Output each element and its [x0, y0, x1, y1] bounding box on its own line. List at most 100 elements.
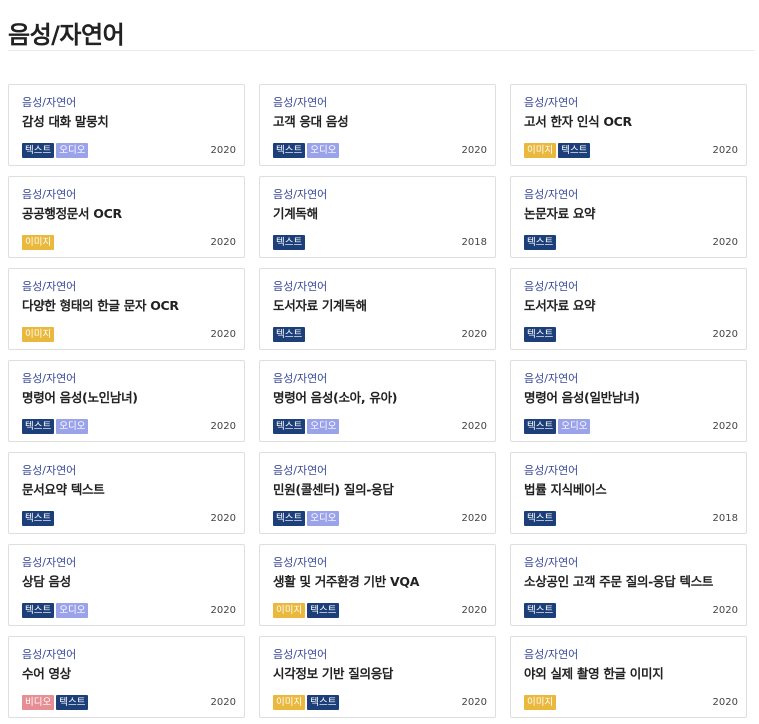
data-type-badge: 오디오 [56, 603, 89, 618]
card-tags: 이미지 텍스트 [273, 603, 340, 618]
card-year: 2020 [461, 329, 487, 340]
dataset-card[interactable]: 음성/자연어 논문자료 요약 텍스트 2020 [510, 176, 747, 258]
dataset-card[interactable]: 음성/자연어 야외 실제 촬영 한글 이미지 이미지 2020 [510, 636, 747, 718]
card-title: 기계독해 [273, 206, 318, 221]
card-tags: 이미지 [524, 695, 557, 710]
data-type-badge: 이미지 [524, 143, 557, 158]
data-type-badge: 텍스트 [524, 327, 557, 342]
card-year: 2020 [712, 329, 738, 340]
dataset-card[interactable]: 음성/자연어 법률 지식베이스 텍스트 2018 [510, 452, 747, 534]
card-category: 음성/자연어 [524, 188, 579, 201]
card-category: 음성/자연어 [273, 556, 328, 569]
dataset-card[interactable]: 음성/자연어 명령어 음성(노인남녀) 텍스트 오디오 2020 [8, 360, 245, 442]
data-type-badge: 텍스트 [524, 235, 557, 250]
card-tags: 텍스트 오디오 [273, 511, 340, 526]
card-title: 고객 응대 음성 [273, 114, 349, 129]
dataset-card[interactable]: 음성/자연어 시각정보 기반 질의응답 이미지 텍스트 2020 [259, 636, 496, 718]
dataset-card[interactable]: 음성/자연어 생활 및 거주환경 기반 VQA 이미지 텍스트 2020 [259, 544, 496, 626]
card-category: 음성/자연어 [22, 648, 77, 661]
dataset-card[interactable]: 음성/자연어 도서자료 기계독해 텍스트 2020 [259, 268, 496, 350]
card-year: 2020 [210, 237, 236, 248]
dataset-card[interactable]: 음성/자연어 민원(콜센터) 질의-응답 텍스트 오디오 2020 [259, 452, 496, 534]
card-category: 음성/자연어 [273, 464, 328, 477]
card-year: 2020 [461, 605, 487, 616]
data-type-badge: 텍스트 [307, 603, 340, 618]
data-type-badge: 텍스트 [524, 511, 557, 526]
card-tags: 이미지 텍스트 [524, 143, 591, 158]
data-type-badge: 오디오 [307, 143, 340, 158]
data-type-badge: 이미지 [273, 695, 306, 710]
data-type-badge: 이미지 [22, 327, 55, 342]
data-type-badge: 텍스트 [558, 143, 591, 158]
card-year: 2020 [712, 605, 738, 616]
dataset-card[interactable]: 음성/자연어 다양한 형태의 한글 문자 OCR 이미지 2020 [8, 268, 245, 350]
card-tags: 텍스트 [22, 511, 55, 526]
data-type-badge: 텍스트 [22, 603, 55, 618]
card-tags: 이미지 텍스트 [273, 695, 340, 710]
card-title: 명령어 음성(소아, 유아) [273, 390, 398, 405]
card-category: 음성/자연어 [524, 372, 579, 385]
card-category: 음성/자연어 [273, 372, 328, 385]
dataset-card[interactable]: 음성/자연어 도서자료 요약 텍스트 2020 [510, 268, 747, 350]
dataset-card[interactable]: 음성/자연어 고객 응대 음성 텍스트 오디오 2020 [259, 84, 496, 166]
card-title: 민원(콜센터) 질의-응답 [273, 482, 394, 497]
dataset-card[interactable]: 음성/자연어 공공행정문서 OCR 이미지 2020 [8, 176, 245, 258]
card-category: 음성/자연어 [22, 464, 77, 477]
card-title: 감성 대화 말뭉치 [22, 114, 109, 129]
card-title: 논문자료 요약 [524, 206, 596, 221]
data-type-badge: 오디오 [307, 419, 340, 434]
card-category: 음성/자연어 [273, 188, 328, 201]
card-category: 음성/자연어 [524, 280, 579, 293]
card-tags: 텍스트 [524, 603, 557, 618]
data-type-badge: 텍스트 [22, 419, 55, 434]
data-type-badge: 텍스트 [273, 511, 306, 526]
card-title: 법률 지식베이스 [524, 482, 607, 497]
dataset-card[interactable]: 음성/자연어 명령어 음성(일반남녀) 텍스트 오디오 2020 [510, 360, 747, 442]
card-tags: 텍스트 [524, 235, 557, 250]
card-year: 2018 [461, 237, 487, 248]
data-type-badge: 텍스트 [307, 695, 340, 710]
card-category: 음성/자연어 [273, 648, 328, 661]
dataset-card[interactable]: 음성/자연어 소상공인 고객 주문 질의-응답 텍스트 텍스트 2020 [510, 544, 747, 626]
card-category: 음성/자연어 [22, 556, 77, 569]
dataset-card-grid: 음성/자연어 감성 대화 말뭉치 텍스트 오디오 2020 음성/자연어 고객 응대 음성 텍… [8, 84, 747, 718]
data-type-badge: 오디오 [558, 419, 591, 434]
card-tags: 텍스트 [273, 327, 306, 342]
dataset-card[interactable]: 음성/자연어 수어 영상 비디오 텍스트 2020 [8, 636, 245, 718]
card-year: 2020 [210, 605, 236, 616]
dataset-card[interactable]: 음성/자연어 고서 한자 인식 OCR 이미지 텍스트 2020 [510, 84, 747, 166]
dataset-card[interactable]: 음성/자연어 문서요약 텍스트 텍스트 2020 [8, 452, 245, 534]
card-year: 2020 [712, 697, 738, 708]
title-divider [8, 50, 755, 51]
data-type-badge: 텍스트 [22, 143, 55, 158]
data-type-badge: 텍스트 [22, 511, 55, 526]
card-title: 명령어 음성(노인남녀) [22, 390, 138, 405]
card-tags: 이미지 [22, 235, 55, 250]
data-type-badge: 오디오 [307, 511, 340, 526]
data-type-badge: 텍스트 [273, 235, 306, 250]
card-tags: 텍스트 오디오 [273, 419, 340, 434]
data-type-badge: 텍스트 [273, 143, 306, 158]
data-type-badge: 오디오 [56, 419, 89, 434]
card-year: 2020 [461, 421, 487, 432]
card-year: 2020 [712, 145, 738, 156]
data-type-badge: 비디오 [22, 695, 55, 710]
data-type-badge: 오디오 [56, 143, 89, 158]
card-year: 2018 [712, 513, 738, 524]
card-year: 2020 [210, 697, 236, 708]
card-title: 시각정보 기반 질의응답 [273, 666, 394, 681]
data-type-badge: 이미지 [22, 235, 55, 250]
card-title: 야외 실제 촬영 한글 이미지 [524, 666, 664, 681]
card-year: 2020 [210, 145, 236, 156]
card-category: 음성/자연어 [22, 96, 77, 109]
card-title: 상담 음성 [22, 574, 71, 589]
card-category: 음성/자연어 [273, 96, 328, 109]
card-tags: 텍스트 [524, 327, 557, 342]
card-tags: 텍스트 오디오 [273, 143, 340, 158]
data-type-badge: 텍스트 [524, 603, 557, 618]
card-tags: 텍스트 오디오 [22, 603, 89, 618]
